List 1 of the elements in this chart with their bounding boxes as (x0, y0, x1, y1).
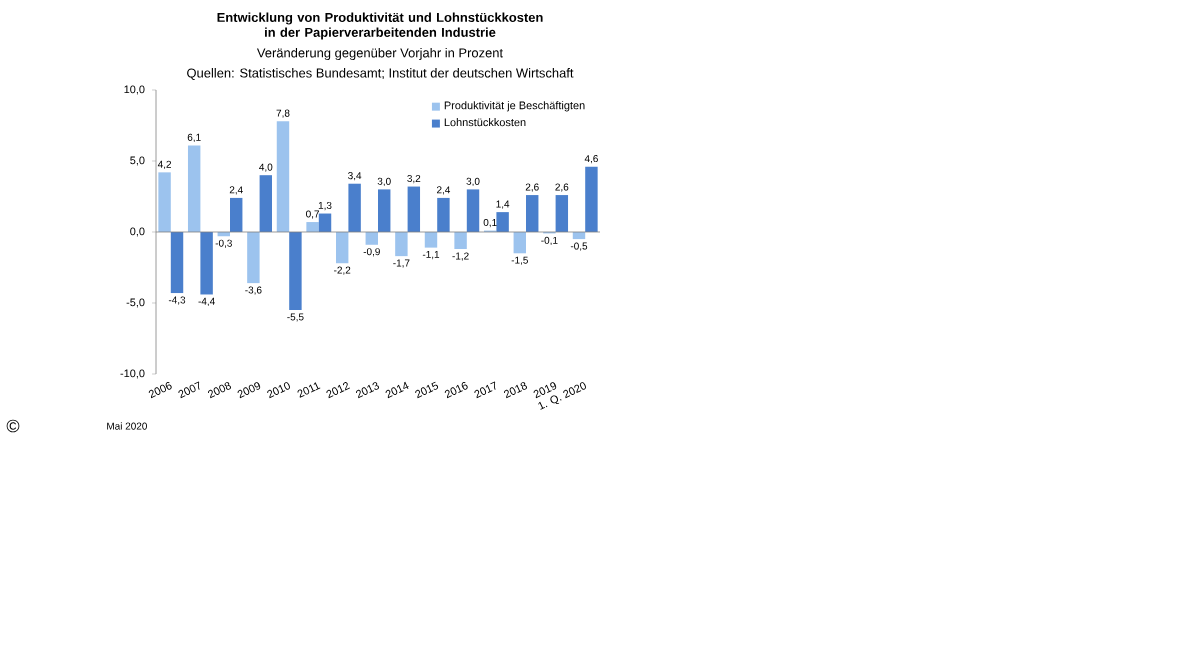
text: © (6, 419, 20, 433)
